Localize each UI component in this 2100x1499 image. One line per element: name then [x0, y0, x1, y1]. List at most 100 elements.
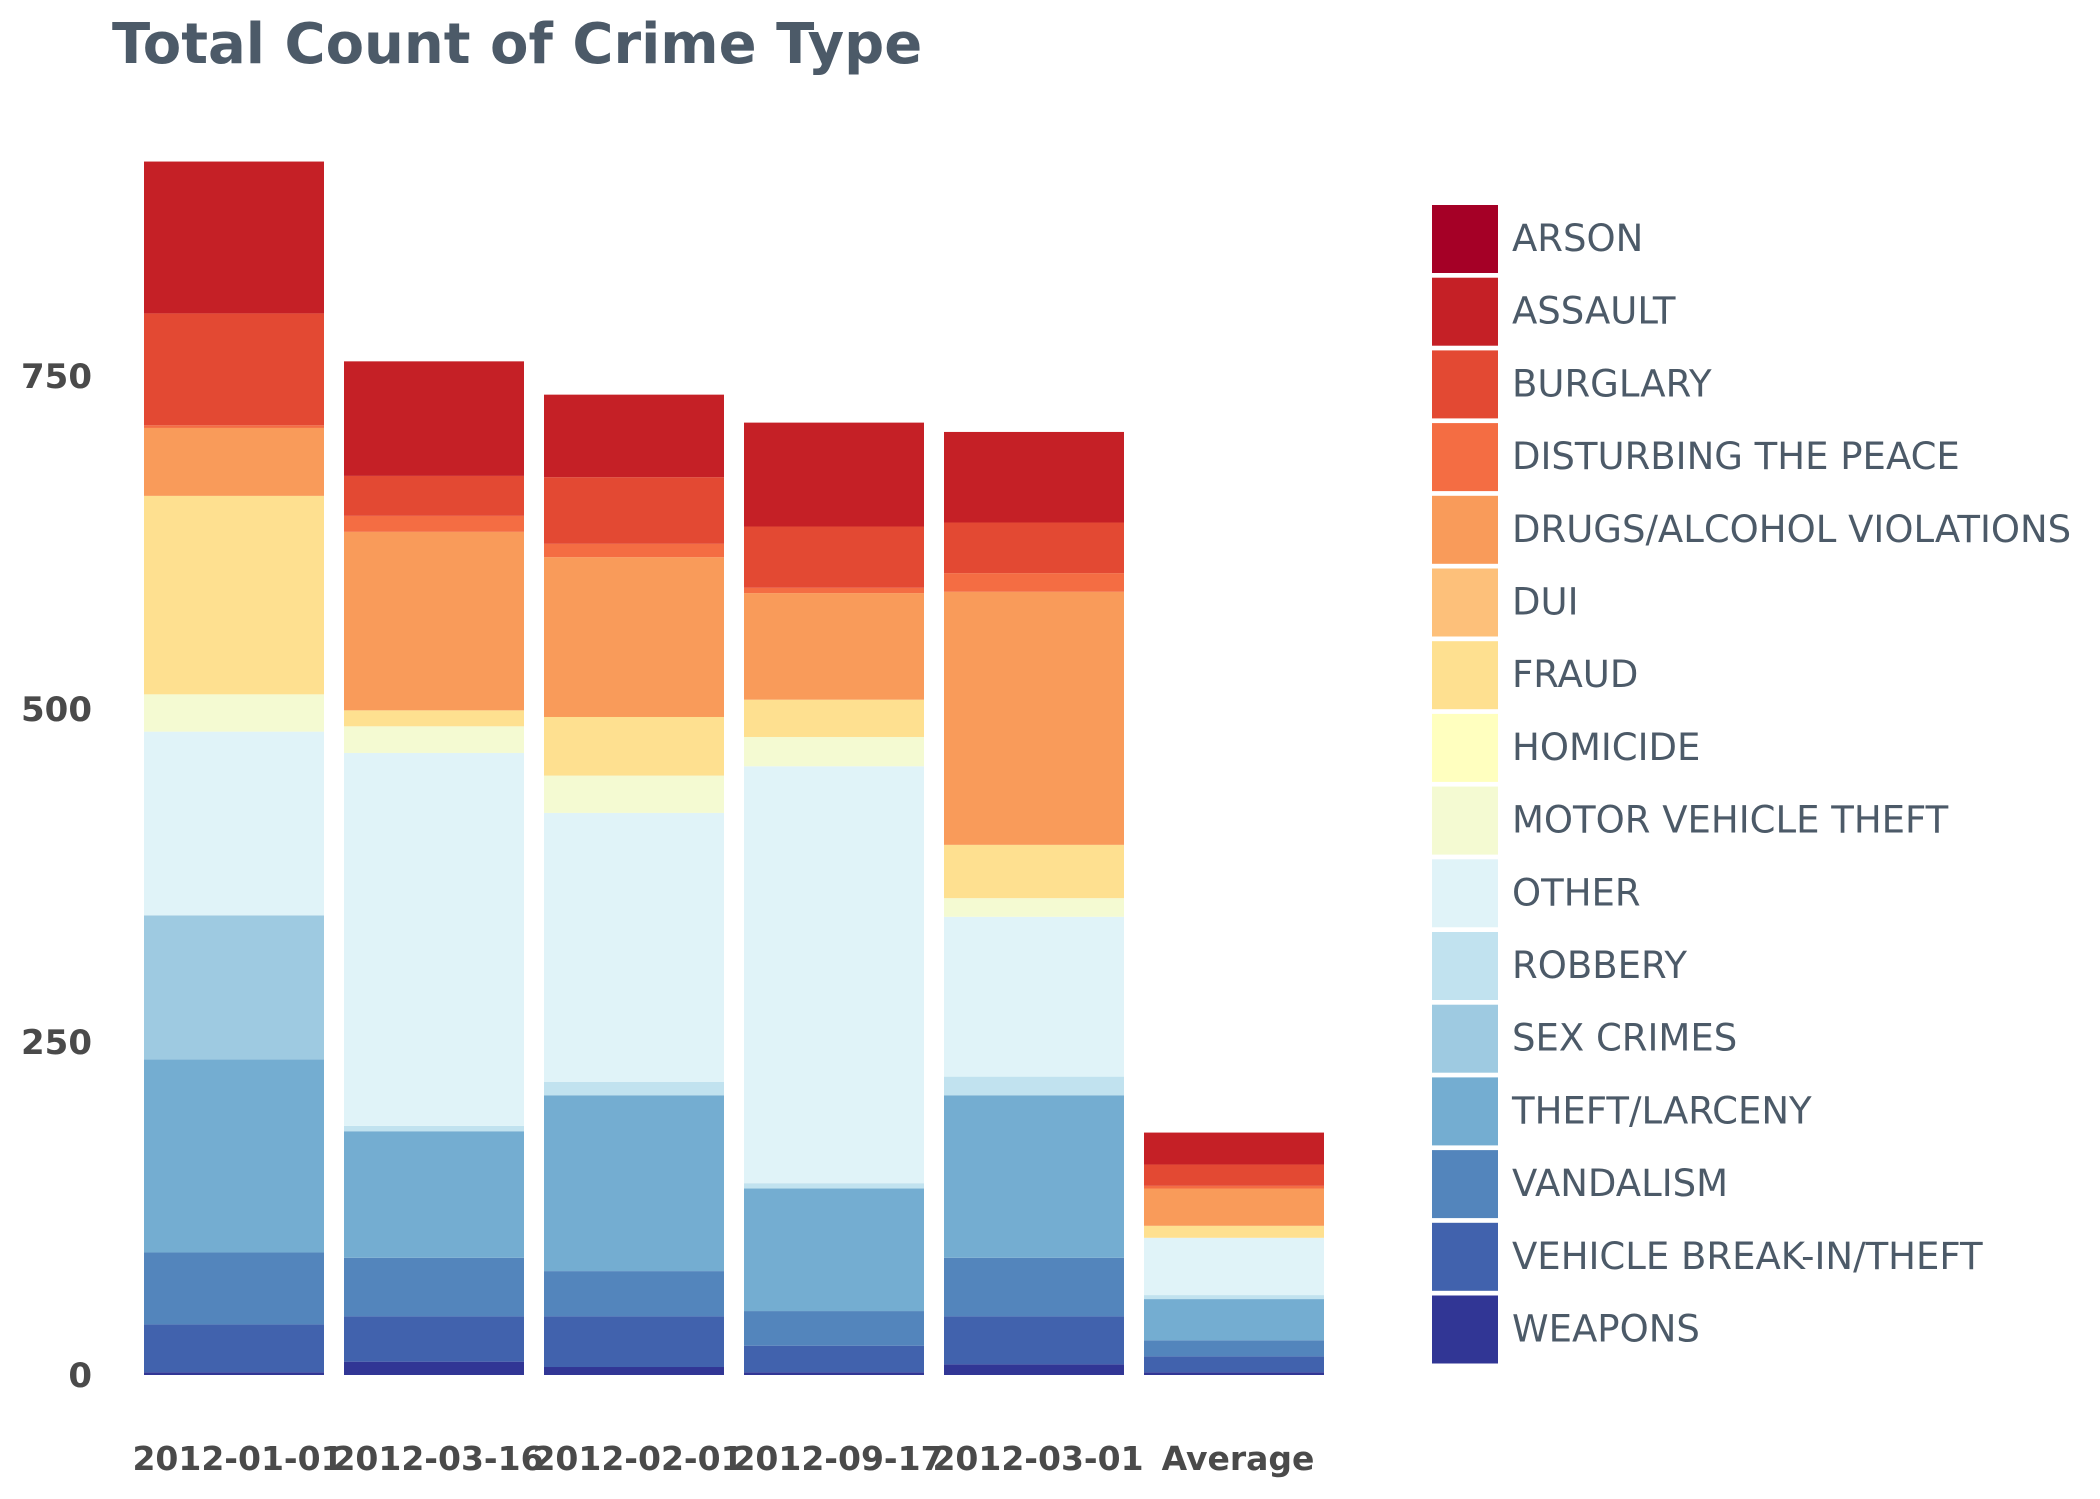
segment-2012-03-16-burglary	[344, 475, 524, 516]
bar-2012-09-17	[744, 422, 924, 1375]
segment-2012-02-01-drugs-alcohol-violations	[544, 557, 724, 717]
segment-2012-03-01-disturbing-the-peace	[944, 573, 1124, 592]
legend-swatch	[1432, 1077, 1498, 1146]
legend-label: HOMICIDE	[1512, 726, 1700, 769]
segment-2012-02-01-burglary	[544, 477, 724, 544]
segment-2012-02-01-weapons	[544, 1367, 724, 1375]
legend: ARSON ASSAULT BURGLARY DISTURBING THE PEACE…	[1432, 205, 2071, 1364]
segment-2012-03-16-motor-vehicle-theft	[344, 726, 524, 753]
segment-2012-01-01-theft-larceny	[144, 1059, 324, 1253]
legend-label: OTHER	[1512, 871, 1641, 914]
legend-label: DRUGS/ALCOHOL VIOLATIONS	[1512, 508, 2071, 551]
segment-2012-03-16-vandalism	[344, 1257, 524, 1317]
y-tick-label: 500	[21, 690, 92, 730]
segment-2012-01-01-burglary	[144, 313, 324, 426]
legend-label: DISTURBING THE PEACE	[1512, 435, 1960, 478]
legend-item-drugs-alcohol-violations: DRUGS/ALCOHOL VIOLATIONS	[1432, 495, 2071, 564]
legend-swatch	[1432, 713, 1498, 782]
segment-average-theft-larceny	[1144, 1299, 1324, 1341]
segment-2012-03-01-fraud	[944, 844, 1124, 899]
legend-item-arson: ARSON	[1432, 205, 1643, 273]
legend-label: ARSON	[1512, 217, 1643, 260]
legend-swatch	[1432, 1150, 1498, 1219]
legend-item-robbery: ROBBERY	[1432, 932, 1687, 1000]
legend-swatch	[1432, 568, 1498, 637]
segment-2012-02-01-other	[544, 812, 724, 1082]
segment-2012-02-01-fraud	[544, 716, 724, 776]
legend-label: MOTOR VEHICLE THEFT	[1512, 799, 1949, 842]
legend-label: BURGLARY	[1512, 362, 1712, 405]
x-tick-label-2012-02-01: 2012-02-01	[532, 1439, 743, 1478]
segment-average-other	[1144, 1237, 1324, 1296]
segment-2012-03-01-other	[944, 916, 1124, 1077]
legend-swatch	[1432, 277, 1498, 346]
segment-2012-09-17-drugs-alcohol-violations	[744, 593, 924, 700]
legend-swatch	[1432, 932, 1498, 1000]
bar-2012-03-16	[344, 361, 524, 1375]
segment-2012-01-01-weapons	[144, 1372, 324, 1375]
segment-average-drugs-alcohol-violations	[1144, 1188, 1324, 1226]
segment-2012-09-17-assault	[744, 422, 924, 527]
segment-2012-03-01-vehicle-break-in-theft	[944, 1316, 1124, 1365]
segment-2012-01-01-motor-vehicle-theft	[144, 694, 324, 732]
x-tick-label-2012-09-17: 2012-09-17	[732, 1439, 943, 1478]
segment-2012-01-01-disturbing-the-peace	[144, 425, 324, 428]
legend-swatch	[1432, 423, 1498, 492]
x-tick-label-2012-03-01: 2012-03-01	[932, 1439, 1143, 1478]
segment-2012-09-17-motor-vehicle-theft	[744, 736, 924, 767]
segment-2012-03-16-disturbing-the-peace	[344, 515, 524, 532]
bar-2012-03-01	[944, 431, 1124, 1375]
legend-swatch	[1432, 859, 1498, 928]
segment-2012-01-01-assault	[144, 161, 324, 314]
x-axis-ticks: 2012-01-012012-03-162012-02-012012-09-17…	[132, 1439, 1314, 1478]
segment-2012-09-17-vandalism	[744, 1311, 924, 1346]
legend-swatch	[1432, 786, 1498, 855]
legend-item-assault: ASSAULT	[1432, 277, 1676, 346]
segment-2012-02-01-disturbing-the-peace	[544, 543, 724, 558]
segment-2012-09-17-burglary	[744, 526, 924, 588]
y-tick-label: 250	[21, 1023, 92, 1063]
legend-label: FRAUD	[1512, 653, 1638, 696]
legend-item-other: OTHER	[1432, 859, 1641, 928]
segment-2012-01-01-drugs-alcohol-violations	[144, 427, 324, 496]
y-tick-label: 0	[68, 1356, 92, 1396]
legend-item-disturbing-the-peace: DISTURBING THE PEACE	[1432, 423, 1960, 492]
legend-label: ASSAULT	[1512, 290, 1676, 333]
segment-2012-03-01-weapons	[944, 1364, 1124, 1375]
bar-2012-01-01	[144, 161, 324, 1375]
segment-2012-03-01-drugs-alcohol-violations	[944, 591, 1124, 845]
segment-2012-02-01-motor-vehicle-theft	[544, 775, 724, 813]
segment-2012-02-01-robbery	[544, 1081, 724, 1096]
segment-average-vehicle-break-in-theft	[1144, 1356, 1324, 1373]
segment-2012-09-17-robbery	[744, 1183, 924, 1189]
legend-label: ROBBERY	[1512, 944, 1687, 987]
segment-2012-03-16-drugs-alcohol-violations	[344, 531, 524, 711]
chart-title: Total Count of Crime Type	[112, 12, 923, 77]
legend-swatch	[1432, 641, 1498, 710]
segment-2012-09-17-fraud	[744, 699, 924, 737]
segment-2012-01-01-other	[144, 731, 324, 916]
legend-label: SEX CRIMES	[1512, 1017, 1737, 1060]
legend-swatch	[1432, 495, 1498, 564]
segment-2012-03-16-theft-larceny	[344, 1131, 524, 1258]
segment-2012-09-17-disturbing-the-peace	[744, 587, 924, 594]
segment-2012-09-17-vehicle-break-in-theft	[744, 1345, 924, 1373]
legend-item-motor-vehicle-theft: MOTOR VEHICLE THEFT	[1432, 786, 1949, 855]
segment-2012-03-01-robbery	[944, 1076, 1124, 1096]
segment-2012-03-16-other	[344, 752, 524, 1126]
legend-label: VEHICLE BREAK-IN/THEFT	[1512, 1235, 1983, 1278]
legend-label: WEAPONS	[1512, 1308, 1700, 1351]
segment-2012-09-17-theft-larceny	[744, 1188, 924, 1312]
segment-average-disturbing-the-peace	[1144, 1185, 1324, 1189]
legend-swatch	[1432, 205, 1498, 273]
x-tick-label-2012-01-01: 2012-01-01	[132, 1439, 343, 1478]
segment-2012-09-17-weapons	[744, 1372, 924, 1375]
legend-item-dui: DUI	[1432, 568, 1578, 637]
segment-2012-02-01-vandalism	[544, 1271, 724, 1317]
legend-item-homicide: HOMICIDE	[1432, 713, 1700, 782]
legend-item-weapons: WEAPONS	[1432, 1295, 1700, 1364]
segment-2012-03-16-robbery	[344, 1125, 524, 1132]
legend-item-fraud: FRAUD	[1432, 641, 1638, 710]
segment-2012-03-16-weapons	[344, 1361, 524, 1375]
segment-2012-03-16-vehicle-break-in-theft	[344, 1316, 524, 1362]
